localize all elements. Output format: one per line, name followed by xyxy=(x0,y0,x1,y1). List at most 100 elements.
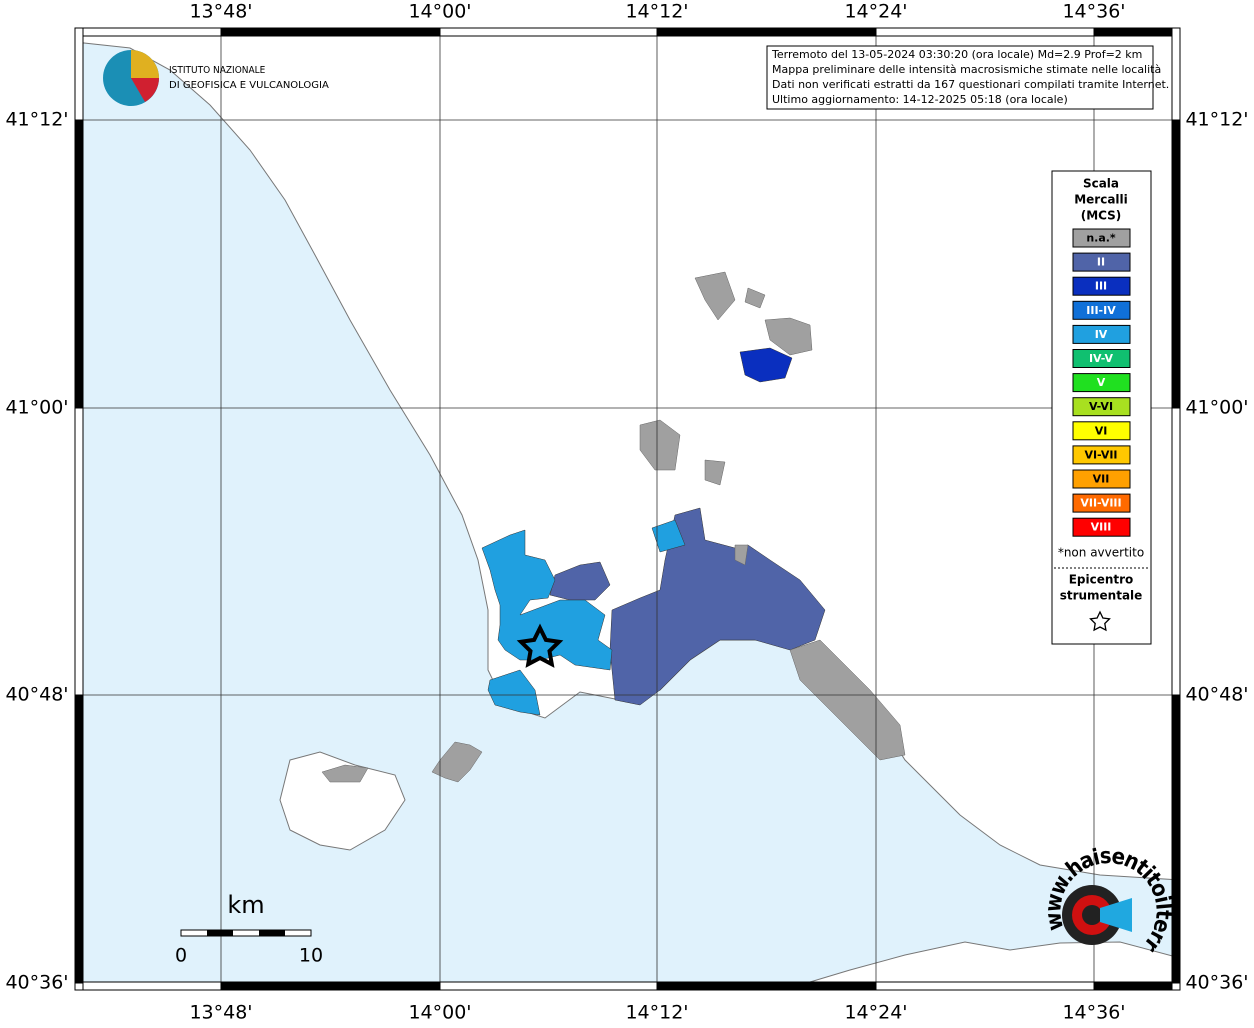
legend-swatch xyxy=(1072,397,1131,417)
frame-strip xyxy=(1171,694,1181,984)
municipality xyxy=(734,544,906,761)
frame-strip xyxy=(74,981,222,991)
logo-ring xyxy=(1082,905,1102,925)
legend-title: Scala xyxy=(1083,177,1119,191)
legend-swatch xyxy=(1072,324,1131,344)
lat-label: 41°00' xyxy=(5,397,68,419)
scale-bar: km 0 10 xyxy=(175,891,323,967)
legend-epicenter: Epicentro xyxy=(1069,573,1134,587)
legend-label: III-IV xyxy=(1086,304,1116,317)
legend-label: V xyxy=(1097,376,1106,389)
frame-strip xyxy=(439,981,658,991)
lat-label: 40°36' xyxy=(5,972,68,994)
info-line: Terremoto del 13-05-2024 03:30:20 (ora l… xyxy=(771,48,1142,61)
municipality xyxy=(321,764,369,783)
lon-label: 13°48' xyxy=(189,1002,252,1024)
lon-label: 14°00' xyxy=(408,1,471,23)
frame-strip xyxy=(220,27,441,37)
frame-strip xyxy=(74,982,84,991)
legend-swatch xyxy=(1072,517,1131,537)
frame-strip xyxy=(1171,119,1181,409)
frame-strip xyxy=(1171,27,1181,121)
legend-swatch xyxy=(1072,469,1131,489)
lon-label: 14°36' xyxy=(1062,1002,1125,1024)
island xyxy=(279,751,406,851)
legend-swatch xyxy=(1072,300,1131,320)
lon-label: 13°48' xyxy=(189,1,252,23)
info-line: Mappa preliminare delle intensità macros… xyxy=(772,63,1161,76)
municipality xyxy=(739,347,793,383)
frame-strip xyxy=(656,27,877,37)
scale-tick: 0 xyxy=(175,945,187,967)
legend-label: VIII xyxy=(1091,521,1112,534)
lat-label: 41°12' xyxy=(5,109,68,131)
legend-title: Mercalli xyxy=(1074,193,1128,207)
institute-name: ISTITUTO NAZIONALE xyxy=(169,65,266,76)
lat-label: 41°12' xyxy=(1185,109,1248,131)
lat-label: 40°48' xyxy=(5,684,68,706)
legend-swatch xyxy=(1072,445,1131,465)
info-line: Ultimo aggiornamento: 14-12-2025 05:18 (… xyxy=(772,93,1068,106)
legend: ScalaMercalli(MCS)n.a.*IIIIIIII-IVIVIV-V… xyxy=(1051,170,1152,645)
frame-strip xyxy=(74,694,84,984)
legend-label: II xyxy=(1097,256,1105,269)
legend-label: VI-VII xyxy=(1084,448,1117,461)
frame-strip xyxy=(875,981,1095,991)
legend-swatch xyxy=(1072,276,1131,296)
legend-label: VI xyxy=(1095,424,1108,437)
legend-epicenter: strumentale xyxy=(1060,589,1143,603)
frame-strip xyxy=(656,981,877,991)
frame-strip xyxy=(220,981,441,991)
lon-label: 14°24' xyxy=(844,1,907,23)
legend-swatch xyxy=(1072,252,1131,272)
legend-label: VII xyxy=(1093,473,1110,486)
legend-star xyxy=(1089,610,1111,632)
epicenter-star xyxy=(516,623,564,668)
legend-label: IV xyxy=(1095,328,1108,341)
info-frame xyxy=(766,45,1154,110)
scale-bar-segment xyxy=(207,930,233,936)
info-line: Dati non verificati estratti da 167 ques… xyxy=(772,78,1169,91)
frame-strip xyxy=(439,27,658,37)
lon-label: 14°00' xyxy=(408,1002,471,1024)
scale-unit: km xyxy=(227,891,264,919)
legend-swatch xyxy=(1072,349,1131,368)
legend-label: IV-V xyxy=(1089,352,1114,365)
legend-title: (MCS) xyxy=(1081,209,1122,223)
municipality xyxy=(431,741,483,783)
legend-swatch xyxy=(1072,493,1131,513)
frame-strip xyxy=(1093,27,1181,37)
lon-label: 14°36' xyxy=(1062,1,1125,23)
institute-name: DI GEOFISICA E VULCANOLOGIA xyxy=(169,80,329,91)
lon-label: 14°24' xyxy=(844,1002,907,1024)
frame-strip xyxy=(1171,982,1181,991)
frame-strip xyxy=(875,27,1095,37)
lat-label: 40°36' xyxy=(1185,972,1248,994)
municipality xyxy=(639,271,813,486)
lat-label: 41°00' xyxy=(1185,397,1248,419)
legend-label: VII-VIII xyxy=(1080,497,1121,510)
legend-label: n.a.* xyxy=(1086,232,1116,245)
logo-segment xyxy=(131,50,159,78)
lon-label: 14°12' xyxy=(625,1002,688,1024)
legend-swatch xyxy=(1072,228,1131,248)
scale-bar-segment xyxy=(259,930,285,936)
lon-label: 14°12' xyxy=(625,1,688,23)
logo-megaphone xyxy=(1100,898,1132,932)
frame-strip xyxy=(1093,981,1181,991)
frame-strip xyxy=(74,407,84,696)
legend-swatch xyxy=(1072,373,1131,393)
legend-swatch xyxy=(1072,421,1131,441)
ingv-logo: ISTITUTO NAZIONALE DI GEOFISICA E VULCAN… xyxy=(103,50,329,106)
scale-tick: 10 xyxy=(299,945,323,967)
legend-note: *non avvertito xyxy=(1058,546,1144,560)
legend-label: V-VI xyxy=(1089,400,1113,413)
scale-bar-frame xyxy=(180,929,312,937)
frame-strip xyxy=(74,119,84,409)
land xyxy=(74,27,1181,881)
info-box: Terremoto del 13-05-2024 03:30:20 (ora l… xyxy=(766,45,1169,110)
logo-segment xyxy=(131,78,159,102)
lat-label: 40°48' xyxy=(1185,684,1248,706)
